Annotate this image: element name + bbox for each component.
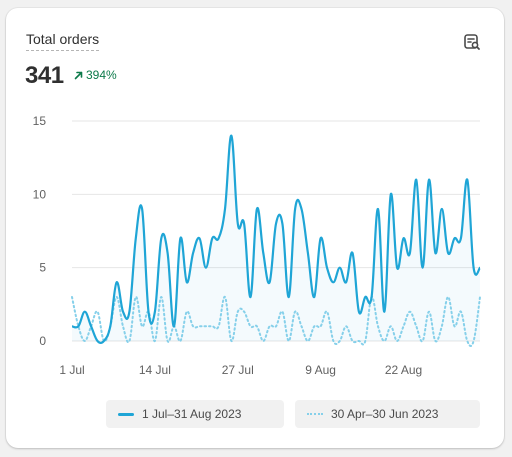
arrow-up-right-icon: [74, 71, 83, 79]
y-tick-label: 15: [33, 114, 47, 128]
change-badge: 394%: [74, 67, 117, 83]
x-tick-label: 27 Jul: [222, 363, 254, 377]
change-percent: 394%: [86, 68, 117, 82]
current-area-fill: [72, 135, 480, 343]
explore-report-icon[interactable]: [462, 32, 482, 52]
legend-previous-period[interactable]: 30 Apr–30 Jun 2023: [295, 400, 480, 428]
card-title[interactable]: Total orders: [26, 31, 100, 51]
explore-report-icon-graphic: [464, 34, 480, 50]
total-orders-card: Total orders 341 394% 1 Jul–31 Aug 2023 …: [6, 8, 504, 448]
y-tick-label: 5: [39, 261, 46, 275]
x-tick-label: 1 Jul: [59, 363, 84, 377]
y-tick-label: 10: [33, 187, 47, 201]
x-tick-label: 22 Aug: [385, 363, 422, 377]
legend-swatch-dotted: [307, 413, 323, 415]
series-current-line: [71, 134, 482, 345]
legend-label-previous: 30 Apr–30 Jun 2023: [331, 407, 439, 421]
legend-label-current: 1 Jul–31 Aug 2023: [142, 407, 242, 421]
series-previous-line: [71, 295, 481, 347]
x-tick-label: 14 Jul: [139, 363, 171, 377]
total-orders-value: 341: [25, 62, 64, 89]
legend-current-period[interactable]: 1 Jul–31 Aug 2023: [106, 400, 284, 428]
x-tick-label: 9 Aug: [305, 363, 336, 377]
y-tick-label: 0: [39, 334, 46, 348]
legend-swatch-solid: [118, 412, 134, 416]
